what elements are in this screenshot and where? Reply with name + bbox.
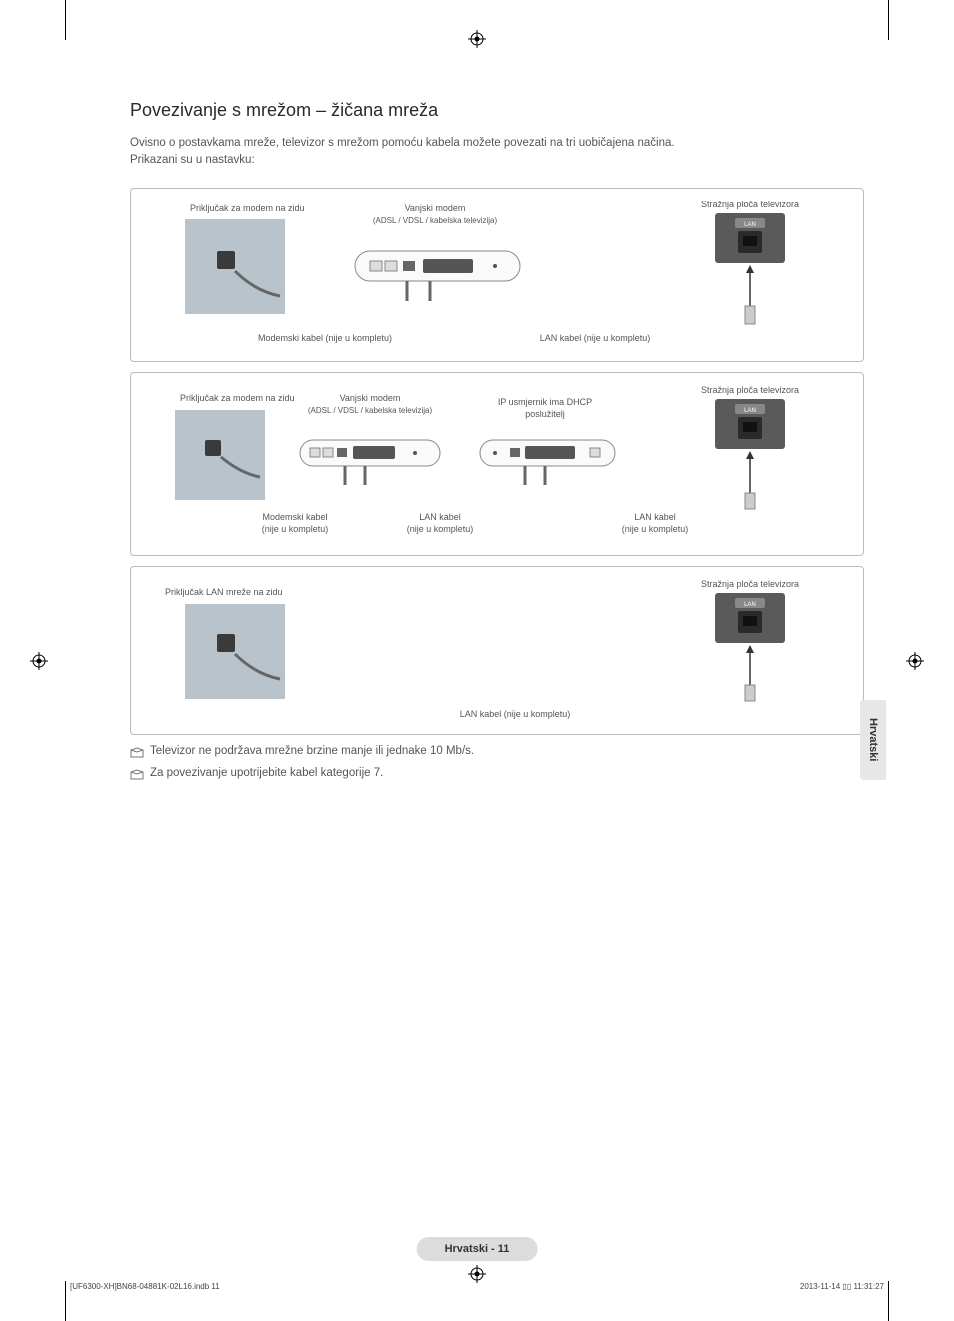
lan-cable-label: LAN kabel bbox=[419, 512, 461, 522]
wall-port-icon bbox=[217, 634, 235, 652]
wall-plate bbox=[185, 604, 285, 699]
diagram-3: Priključak LAN mreže na zidu Stražnja pl… bbox=[130, 566, 864, 735]
print-metadata: [UF6300-XH]BN68-04881K-02L16.indb 11 201… bbox=[70, 1282, 884, 1291]
note-2: Za povezivanje upotrijebite kabel katego… bbox=[130, 767, 864, 781]
intro-line-2: Prikazani su u nastavku: bbox=[130, 154, 255, 166]
page-content: Povezivanje s mrežom – žičana mreža Ovis… bbox=[130, 100, 864, 1261]
note-text: Televizor ne podržava mrežne brzine manj… bbox=[150, 745, 474, 757]
modem-label: Vanjski modem bbox=[340, 393, 401, 403]
print-filename: [UF6300-XH]BN68-04881K-02L16.indb 11 bbox=[70, 1282, 220, 1291]
crop-mark bbox=[65, 1281, 66, 1321]
diagram-1: Priključak za modem na zidu Vanjski mode… bbox=[130, 188, 864, 362]
registration-mark bbox=[468, 1265, 486, 1283]
svg-text:(nije u kompletu): (nije u kompletu) bbox=[622, 524, 689, 534]
modem-cable-label: Modemski kabel (nije u kompletu) bbox=[258, 333, 392, 343]
crop-mark bbox=[65, 0, 66, 40]
note-icon bbox=[130, 747, 144, 759]
note-icon bbox=[130, 769, 144, 781]
svg-text:(nije u kompletu): (nije u kompletu) bbox=[262, 524, 329, 534]
intro-line-1: Ovisno o postavkama mreže, televizor s m… bbox=[130, 137, 675, 149]
modem-label: Vanjski modem bbox=[405, 203, 466, 213]
diagram-2: Priključak za modem na zidu Vanjski mode… bbox=[130, 372, 864, 556]
registration-mark bbox=[468, 30, 486, 48]
wall-port-icon bbox=[217, 251, 235, 269]
lan-port-label: LAN bbox=[744, 222, 756, 228]
tv-panel-label: Stražnja ploča televizora bbox=[701, 385, 799, 395]
note-text: Za povezivanje upotrijebite kabel katego… bbox=[150, 767, 383, 779]
page-footer: Hrvatski - 11 bbox=[417, 1237, 538, 1261]
tv-panel-label: Stražnja ploča televizora bbox=[701, 201, 799, 209]
note-1: Televizor ne podržava mrežne brzine manj… bbox=[130, 745, 864, 759]
print-timestamp: 2013-11-14 ▯▯ 11:31:27 bbox=[800, 1282, 884, 1291]
svg-text:LAN: LAN bbox=[744, 408, 756, 414]
tv-panel-label: Stražnja ploča televizora bbox=[701, 579, 799, 589]
intro-text: Ovisno o postavkama mreže, televizor s m… bbox=[130, 135, 864, 170]
modem-sublabel: (ADSL / VDSL / kabelska televizija) bbox=[308, 406, 433, 415]
wall-port-icon bbox=[205, 440, 221, 456]
router-label-1: IP usmjernik ima DHCP bbox=[498, 397, 592, 407]
modem-cable-label: Modemski kabel bbox=[262, 512, 327, 522]
cable-plug-icon bbox=[745, 306, 755, 324]
modem-sublabel: (ADSL / VDSL / kabelska televizija) bbox=[373, 216, 498, 225]
svg-text:LAN: LAN bbox=[744, 602, 756, 608]
router-label-2: poslužitelj bbox=[525, 409, 565, 419]
wall-lan-port-label: Priključak LAN mreže na zidu bbox=[165, 587, 283, 597]
lan-cable-label-2: LAN kabel bbox=[634, 512, 676, 522]
crop-mark bbox=[888, 0, 889, 40]
wall-port-label: Priključak za modem na zidu bbox=[180, 393, 295, 403]
lan-cable-label: LAN kabel (nije u kompletu) bbox=[460, 709, 571, 719]
language-tab: Hrvatski bbox=[860, 700, 886, 780]
lan-cable-label: LAN kabel (nije u kompletu) bbox=[540, 333, 651, 343]
svg-text:(nije u kompletu): (nije u kompletu) bbox=[407, 524, 474, 534]
page-title: Povezivanje s mrežom – žičana mreža bbox=[130, 100, 864, 121]
wall-port-label: Priključak za modem na zidu bbox=[190, 203, 305, 213]
crop-mark bbox=[888, 1281, 889, 1321]
registration-mark bbox=[30, 652, 48, 670]
language-tab-label: Hrvatski bbox=[867, 718, 879, 761]
registration-mark bbox=[906, 652, 924, 670]
